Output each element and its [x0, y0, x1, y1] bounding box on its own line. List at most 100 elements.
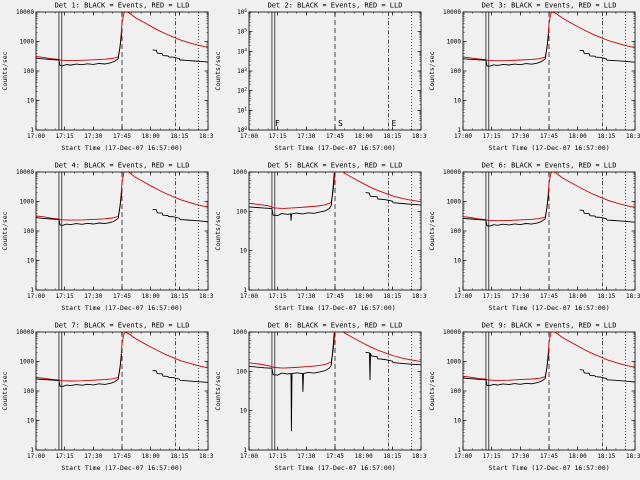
series-events — [462, 33, 549, 67]
x-tick-label: 17:15 — [482, 453, 500, 460]
y-tick-label: 105 — [237, 28, 247, 36]
y-tick-label: 10000 — [443, 329, 461, 336]
x-tick-label: 17:15 — [56, 133, 74, 140]
x-tick-label: 17:45 — [326, 293, 344, 300]
chart-svg-det1: Det 1: BLACK = Events, RED = LLD Counts/s… — [1, 2, 213, 153]
y-axis-title: Counts/sec — [428, 51, 436, 90]
y-axis-title: Counts/sec — [428, 211, 436, 250]
x-tick-label: 17:45 — [326, 133, 344, 140]
chart-panel-det6: Det 6: BLACK = Events, RED = LLD Counts/s… — [427, 160, 640, 320]
x-tick-label: 17:30 — [84, 133, 102, 140]
x-tick-label: 17:30 — [511, 133, 529, 140]
x-tick-label: 18:00 — [355, 453, 373, 460]
y-tick-label: 10000 — [443, 9, 461, 16]
series-group — [462, 12, 635, 67]
series-group — [462, 172, 635, 227]
series-events — [36, 353, 123, 387]
series-group — [249, 332, 422, 432]
x-tick-label: 17:00 — [27, 133, 45, 140]
flag-label-f: F — [275, 119, 280, 128]
x-tick-label: 17:45 — [540, 453, 558, 460]
x-tick-label: 18:15 — [170, 133, 188, 140]
series-events — [152, 208, 209, 223]
x-tick-label: 18:15 — [384, 453, 402, 460]
y-tick-label: 100 — [23, 228, 34, 235]
panel-title: Det 4: BLACK = Events, RED = LLD — [55, 162, 190, 170]
x-tick-label: 17:30 — [298, 293, 316, 300]
x-tick-label: 17:30 — [511, 453, 529, 460]
x-tick-label: 17:00 — [454, 453, 472, 460]
chart-svg-det8: Det 8: BLACK = Events, RED = LLD Counts/s… — [214, 322, 426, 473]
x-tick-label: 18:30 — [412, 453, 426, 460]
series-events — [249, 172, 335, 221]
panel-title: Det 2: BLACK = Events, RED = LLD — [268, 2, 403, 10]
x-tick-label: 18:15 — [384, 133, 402, 140]
x-tick-label: 18:00 — [142, 133, 160, 140]
x-tick-label: 17:15 — [269, 453, 287, 460]
x-axis-title: Start Time (17-Dec-07 16:57:00) — [61, 144, 182, 152]
x-tick-label: 17:00 — [27, 453, 45, 460]
y-tick-label: 1000 — [446, 39, 461, 46]
series-group — [36, 172, 209, 226]
x-tick-label: 17:00 — [454, 133, 472, 140]
x-axis-title: Start Time (17-Dec-07 16:57:00) — [275, 304, 396, 312]
x-axis-title: Start Time (17-Dec-07 16:57:00) — [275, 144, 396, 152]
series-lld — [462, 332, 635, 381]
x-axis-title: Start Time (17-Dec-07 16:57:00) — [488, 464, 609, 472]
panel-title: Det 9: BLACK = Events, RED = LLD — [481, 322, 616, 330]
y-tick-label: 101 — [237, 106, 247, 114]
x-tick-label: 17:15 — [482, 133, 500, 140]
x-tick-label: 18:00 — [568, 133, 586, 140]
y-tick-label: 10 — [27, 258, 35, 265]
x-tick-label: 17:45 — [113, 133, 131, 140]
y-tick-label: 100 — [23, 388, 34, 395]
x-tick-label: 18:00 — [568, 293, 586, 300]
y-tick-label: 100 — [237, 126, 247, 134]
x-tick-label: 18:30 — [412, 133, 426, 140]
y-tick-label: 10000 — [443, 169, 461, 176]
series-lld — [249, 332, 422, 369]
chart-panel-det9: Det 9: BLACK = Events, RED = LLD Counts/s… — [427, 320, 640, 480]
y-tick-label: 10 — [240, 408, 248, 415]
x-tick-label: 17:30 — [84, 293, 102, 300]
y-tick-label: 1000 — [20, 199, 35, 206]
x-tick-label: 17:45 — [113, 293, 131, 300]
y-tick-label: 10000 — [16, 169, 34, 176]
y-tick-label: 10000 — [16, 329, 34, 336]
panel-title: Det 6: BLACK = Events, RED = LLD — [481, 162, 616, 170]
chart-svg-det2: Det 2: BLACK = Events, RED = LLD Counts/s… — [214, 2, 426, 153]
panel-title: Det 3: BLACK = Events, RED = LLD — [481, 2, 616, 10]
y-tick-label: 1000 — [446, 199, 461, 206]
series-events — [579, 49, 635, 63]
x-axis-title: Start Time (17-Dec-07 16:57:00) — [275, 464, 396, 472]
x-tick-label: 17:00 — [240, 453, 258, 460]
series-lld — [462, 172, 635, 222]
x-tick-label: 17:15 — [269, 293, 287, 300]
x-tick-label: 18:15 — [170, 453, 188, 460]
chart-panel-det8: Det 8: BLACK = Events, RED = LLD Counts/s… — [213, 320, 426, 480]
x-tick-label: 17:30 — [298, 453, 316, 460]
flag-label-e: E — [392, 119, 397, 128]
series-events — [36, 192, 123, 226]
y-tick-label: 1000 — [20, 39, 35, 46]
chart-svg-det6: Det 6: BLACK = Events, RED = LLD Counts/s… — [428, 162, 640, 313]
y-tick-label: 1000 — [233, 169, 248, 176]
x-axis-title: Start Time (17-Dec-07 16:57:00) — [61, 304, 182, 312]
x-tick-label: 18:00 — [142, 293, 160, 300]
x-tick-label: 17:00 — [240, 133, 258, 140]
x-tick-label: 18:30 — [199, 293, 213, 300]
y-tick-label: 106 — [237, 8, 247, 16]
x-tick-label: 18:30 — [199, 453, 213, 460]
chart-panel-det4: Det 4: BLACK = Events, RED = LLD Counts/s… — [0, 160, 213, 320]
y-tick-label: 100 — [23, 68, 34, 75]
series-lld — [36, 332, 209, 382]
y-tick-label: 1 — [30, 127, 34, 134]
x-axis-title: Start Time (17-Dec-07 16:57:00) — [61, 464, 182, 472]
x-tick-label: 17:00 — [27, 293, 45, 300]
x-tick-label: 18:15 — [597, 133, 615, 140]
series-events — [579, 209, 635, 223]
chart-panel-det3: Det 3: BLACK = Events, RED = LLD Counts/s… — [427, 0, 640, 160]
series-events — [579, 369, 635, 383]
x-tick-label: 18:30 — [199, 133, 213, 140]
y-tick-label: 100 — [450, 68, 461, 75]
